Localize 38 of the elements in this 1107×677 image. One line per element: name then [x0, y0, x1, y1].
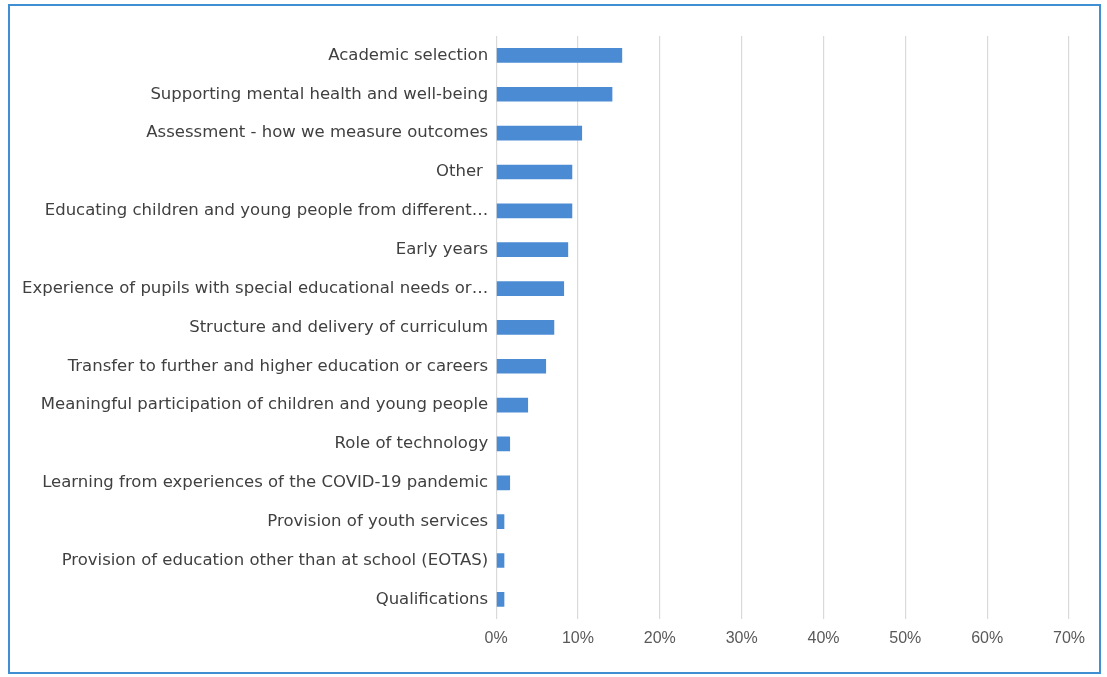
y-tick-label: Academic selection — [328, 44, 489, 64]
bar — [496, 358, 547, 374]
bar — [496, 592, 505, 607]
bar — [496, 164, 573, 180]
bar — [496, 281, 565, 296]
bar — [496, 475, 511, 491]
bar — [496, 125, 583, 141]
x-tick-label: 60% — [971, 628, 1004, 646]
y-tick-label: Meaningful participation of children and young people — [40, 394, 489, 414]
x-tick-label: 70% — [1052, 628, 1086, 646]
y-tick-label: Qualifications — [375, 588, 489, 608]
bar — [496, 436, 511, 452]
x-tick-label: 20% — [643, 628, 676, 646]
bar — [496, 553, 505, 568]
y-tick-label: Other — [436, 161, 489, 181]
bar — [496, 397, 529, 413]
bar — [496, 203, 573, 219]
y-tick-label: Early years — [395, 238, 489, 258]
bar — [496, 86, 613, 102]
y-tick-label: Learning from experiences of the COVID-19 pandemic — [42, 472, 489, 492]
y-tick-label: Role of technology — [334, 433, 489, 453]
x-tick-label: 0% — [484, 628, 508, 646]
x-tick-label: 40% — [807, 628, 840, 646]
y-tick-label: Transfer to further and higher education or careers — [66, 355, 489, 375]
y-tick-label: Experience of pupils with special educational needs or… — [21, 277, 489, 297]
y-tick-label: Educating children and young people from different… — [44, 200, 489, 220]
x-tick-label: 10% — [561, 628, 595, 646]
x-tick-label: 30% — [725, 628, 758, 646]
y-tick-label: Provision of education other than at school (EOTAS) — [61, 549, 489, 569]
bar — [496, 320, 555, 335]
y-tick-label: Supporting mental health and well-being — [150, 83, 489, 103]
bar — [496, 48, 623, 63]
bar — [496, 514, 505, 530]
x-tick-label: 50% — [889, 628, 922, 646]
y-tick-label: Structure and delivery of curriculum — [189, 316, 489, 336]
bar — [496, 242, 569, 258]
y-tick-label: Assessment - how we measure outcomes — [146, 122, 489, 142]
y-tick-label: Provision of youth services — [267, 510, 489, 530]
